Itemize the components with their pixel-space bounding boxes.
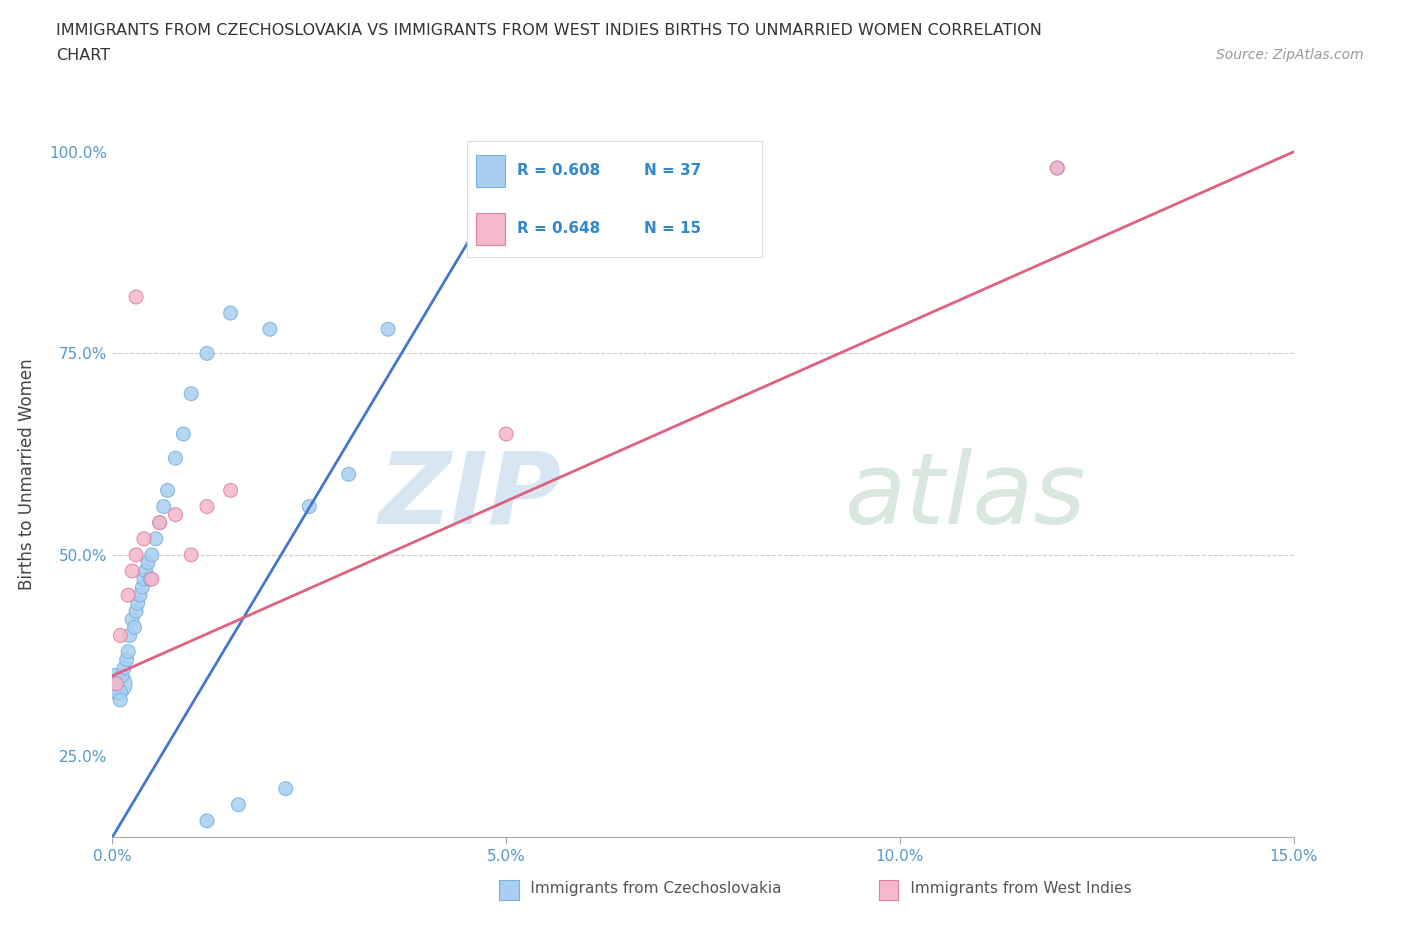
Point [117,588,139,603]
Point [1046,161,1069,176]
Point [495,427,517,442]
Point [219,483,242,498]
Point [377,322,399,337]
Text: atlas: atlas [845,447,1087,545]
Point [259,322,281,337]
Point [141,572,163,587]
Point [132,572,155,587]
Point [298,499,321,514]
Point [180,548,202,563]
Point [110,693,132,708]
Point [112,660,135,675]
Point [219,306,242,321]
Point [105,676,128,691]
Point [141,548,163,563]
Text: CHART: CHART [56,48,110,63]
Point [1046,161,1069,176]
Point [172,427,194,442]
Point [110,628,132,643]
Point [195,814,218,829]
Text: Source: ZipAtlas.com: Source: ZipAtlas.com [1216,48,1364,62]
Point [129,588,152,603]
Text: Immigrants from West Indies: Immigrants from West Indies [886,881,1132,896]
Point [127,596,149,611]
Point [125,604,148,618]
Point [165,507,187,522]
Point [125,548,148,563]
Point [180,386,202,401]
Point [132,531,155,546]
Point [152,499,174,514]
Point [156,483,179,498]
Point [495,161,517,176]
Point [135,564,157,578]
Point [117,644,139,659]
Y-axis label: Births to Unmarried Women: Births to Unmarried Women [18,358,35,591]
Point [337,467,360,482]
Point [136,555,159,570]
Point [121,564,143,578]
Text: ZIP: ZIP [378,447,561,545]
Text: Immigrants from Czechoslovakia: Immigrants from Czechoslovakia [506,881,782,896]
Text: IMMIGRANTS FROM CZECHOSLOVAKIA VS IMMIGRANTS FROM WEST INDIES BIRTHS TO UNMARRIE: IMMIGRANTS FROM CZECHOSLOVAKIA VS IMMIGR… [56,23,1042,38]
Point [107,684,129,699]
Point [149,515,172,530]
Point [115,652,138,667]
Point [111,669,134,684]
Point [118,628,141,643]
Point [105,676,128,691]
Point [139,572,162,587]
Point [149,515,172,530]
Point [125,289,148,304]
Point [165,451,187,466]
Point [228,797,250,812]
Point [195,499,218,514]
Point [195,346,218,361]
Point [121,612,143,627]
Point [131,579,153,594]
Point [274,781,297,796]
Point [145,531,167,546]
Point [124,620,146,635]
